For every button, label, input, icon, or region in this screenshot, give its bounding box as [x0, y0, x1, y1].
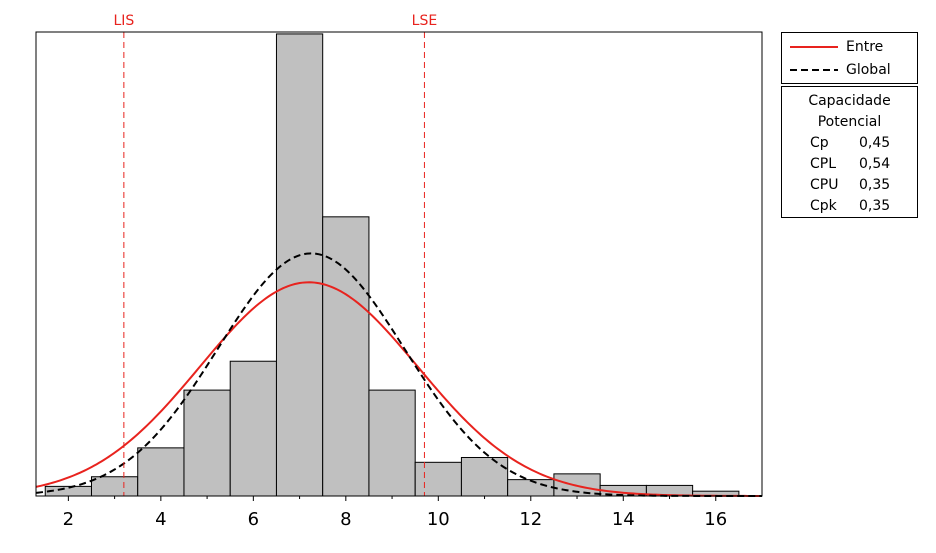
stats-name: Cp	[810, 135, 829, 151]
plot-frame	[35, 31, 763, 497]
stats-value: 0,45	[859, 135, 891, 151]
x-tick-label: 6	[248, 509, 259, 530]
stats-row-cpu: CPU 0,35	[782, 175, 917, 196]
histogram-bar	[183, 389, 231, 497]
spec-limit-label-lse: LSE	[412, 13, 438, 29]
distribution-curve-entre	[35, 281, 762, 497]
x-tick-label: 10	[427, 509, 450, 530]
legend-item-entre: Entre	[790, 37, 883, 57]
x-tick-label: 14	[612, 509, 635, 530]
legend-swatch-global	[790, 69, 838, 71]
stats-value: 0,35	[859, 177, 891, 193]
histogram-bar	[90, 476, 139, 497]
histogram-bar	[507, 479, 555, 497]
spec-limit-label-lis: LIS	[113, 13, 134, 29]
stats-row-cpk: Cpk 0,35	[782, 196, 917, 217]
stats-name: CPL	[810, 156, 837, 172]
x-tick-label: 4	[155, 509, 166, 530]
histogram-bar	[414, 461, 462, 497]
x-tick-label: 8	[340, 509, 351, 530]
x-tick-label: 16	[704, 509, 727, 530]
legend-label-entre: Entre	[846, 39, 884, 55]
stats-row-cpl: CPL 0,54	[782, 154, 917, 175]
histogram-bar	[229, 360, 277, 497]
legend-item-global: Global	[790, 60, 891, 80]
histogram-bar	[275, 33, 324, 497]
histogram-bar	[460, 456, 509, 497]
x-tick-label: 2	[63, 509, 74, 530]
stats-title-line2: Potencial	[817, 114, 882, 130]
stats-name: Cpk	[810, 198, 837, 214]
capability-stats-box: Capacidade Potencial Cp 0,45 CPL 0,54 CP…	[781, 86, 918, 218]
stats-value: 0,54	[859, 156, 891, 172]
legend-swatch-entre	[790, 46, 838, 48]
histogram-bar	[137, 447, 185, 497]
x-tick-label: 12	[519, 509, 542, 530]
stats-title-line1: Capacidade	[808, 93, 891, 109]
legend: Entre Global	[781, 32, 918, 84]
histogram-bar	[368, 389, 416, 497]
stats-value: 0,35	[859, 198, 891, 214]
stats-row-cp: Cp 0,45	[782, 133, 917, 154]
stats-name: CPU	[810, 177, 839, 193]
legend-label-global: Global	[846, 62, 891, 78]
